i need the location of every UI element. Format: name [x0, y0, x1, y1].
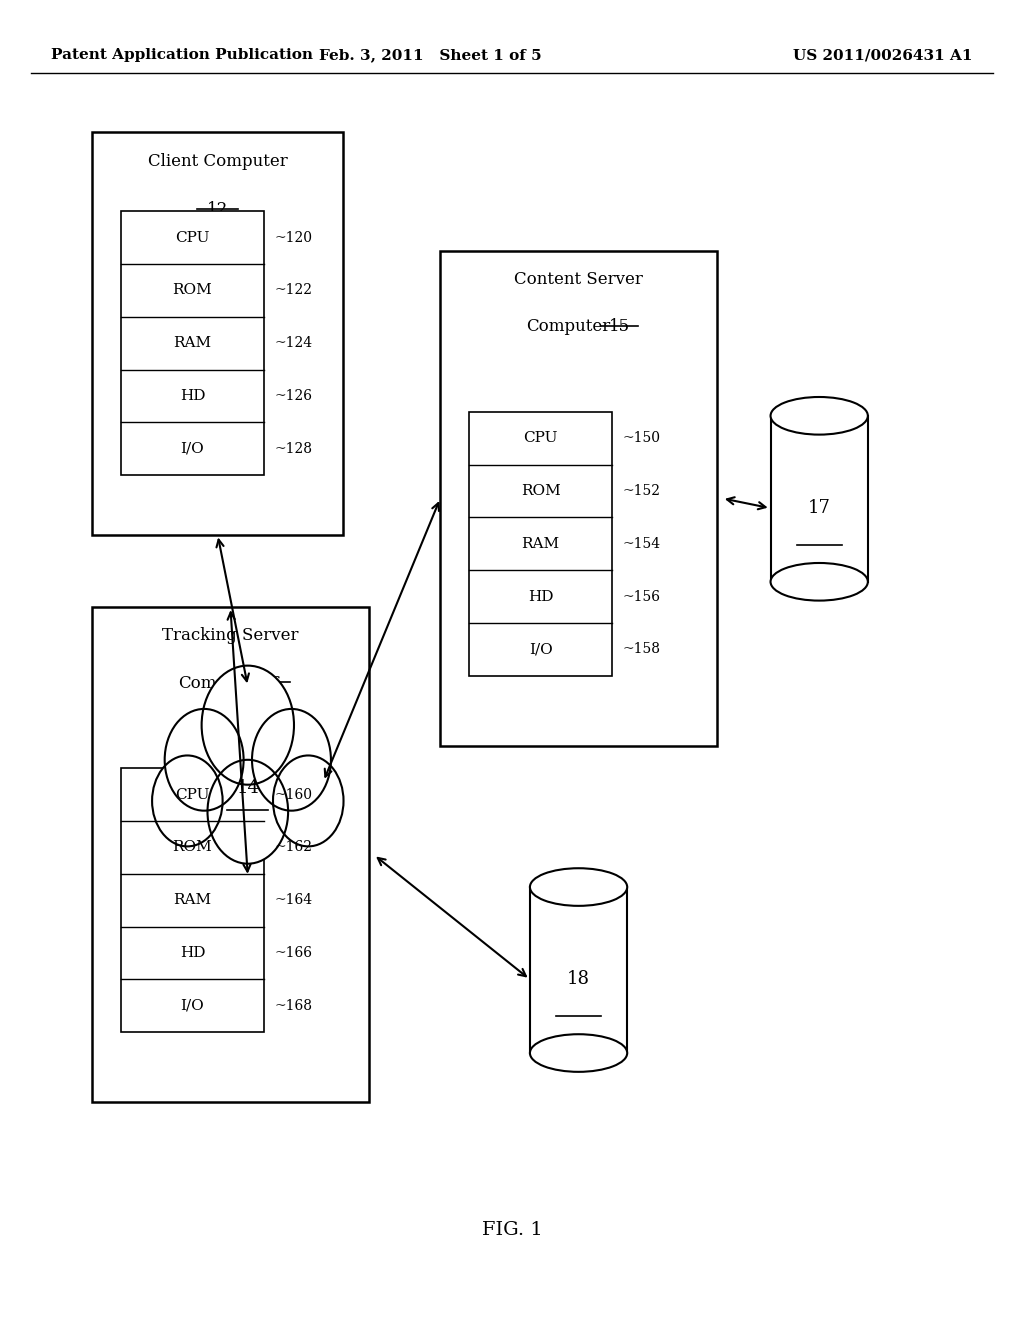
Text: ROM: ROM	[173, 841, 212, 854]
Circle shape	[208, 760, 288, 863]
Text: 17: 17	[808, 499, 830, 517]
Text: ~150: ~150	[623, 432, 660, 445]
Bar	[771, 416, 868, 582]
Bar	[121, 768, 264, 1032]
Text: I/O: I/O	[180, 999, 205, 1012]
Bar	[92, 132, 343, 535]
Circle shape	[273, 755, 343, 846]
Text: Computer: Computer	[526, 318, 610, 335]
Text: Content Server: Content Server	[514, 271, 643, 288]
Text: US 2011/0026431 A1: US 2011/0026431 A1	[794, 49, 973, 62]
Text: ~126: ~126	[274, 389, 312, 403]
Text: HD: HD	[528, 590, 553, 603]
Text: CPU: CPU	[175, 788, 210, 801]
Ellipse shape	[771, 564, 868, 601]
Text: RAM: RAM	[173, 894, 212, 907]
Text: Client Computer: Client Computer	[147, 153, 288, 170]
Text: ~120: ~120	[274, 231, 312, 244]
Text: 16: 16	[261, 675, 282, 692]
Text: HD: HD	[180, 389, 205, 403]
Text: ~152: ~152	[623, 484, 660, 498]
Text: ~158: ~158	[623, 643, 660, 656]
Bar	[121, 211, 264, 475]
Text: ~124: ~124	[274, 337, 312, 350]
Text: ~154: ~154	[623, 537, 660, 550]
Text: Patent Application Publication: Patent Application Publication	[51, 49, 313, 62]
Text: ~128: ~128	[274, 442, 312, 455]
Text: FIG. 1: FIG. 1	[481, 1221, 543, 1239]
Ellipse shape	[530, 869, 627, 906]
Text: CPU: CPU	[523, 432, 558, 445]
Text: ROM: ROM	[173, 284, 212, 297]
Text: I/O: I/O	[528, 643, 553, 656]
Text: ~156: ~156	[623, 590, 660, 603]
Text: ~168: ~168	[274, 999, 312, 1012]
Text: ~164: ~164	[274, 894, 312, 907]
Text: RAM: RAM	[173, 337, 212, 350]
Ellipse shape	[771, 397, 868, 434]
Text: 12: 12	[207, 201, 228, 218]
Text: Tracking Server: Tracking Server	[162, 627, 299, 644]
Circle shape	[165, 709, 244, 810]
Text: 18: 18	[567, 970, 590, 989]
Bar	[469, 412, 612, 676]
Text: RAM: RAM	[521, 537, 560, 550]
Text: ROM: ROM	[521, 484, 560, 498]
Text: I/O: I/O	[180, 442, 205, 455]
Circle shape	[252, 709, 331, 810]
Text: CPU: CPU	[175, 231, 210, 244]
Text: Computer: Computer	[178, 675, 262, 692]
Bar	[92, 607, 369, 1102]
Text: 15: 15	[609, 318, 630, 335]
Circle shape	[202, 665, 294, 784]
Bar	[530, 887, 627, 1053]
Text: ~166: ~166	[274, 946, 312, 960]
Text: HD: HD	[180, 946, 205, 960]
Circle shape	[153, 755, 222, 846]
Bar	[440, 251, 717, 746]
Text: 14: 14	[237, 779, 259, 797]
Ellipse shape	[530, 1035, 627, 1072]
Text: Feb. 3, 2011   Sheet 1 of 5: Feb. 3, 2011 Sheet 1 of 5	[318, 49, 542, 62]
Text: ~122: ~122	[274, 284, 312, 297]
Text: ~160: ~160	[274, 788, 312, 801]
Text: ~162: ~162	[274, 841, 312, 854]
